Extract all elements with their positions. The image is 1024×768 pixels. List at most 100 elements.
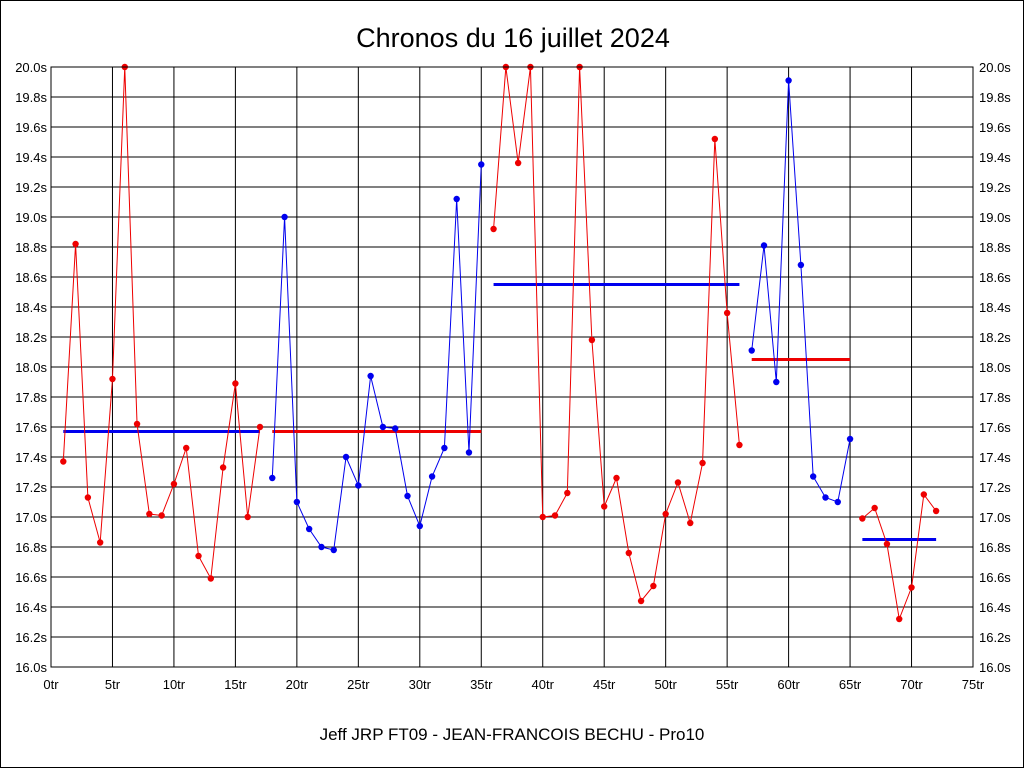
data-point — [330, 546, 337, 554]
data-point — [601, 503, 608, 510]
data-point — [773, 378, 780, 386]
x-tick-label: 60tr — [777, 677, 800, 692]
data-point — [318, 543, 325, 551]
x-tick-label: 20tr — [286, 677, 309, 692]
y-tick-label-left: 17.4s — [15, 450, 47, 465]
x-tick-label: 0tr — [43, 677, 59, 692]
data-point — [392, 425, 399, 432]
y-tick-label-left: 20.0s — [15, 60, 47, 75]
data-point — [723, 309, 731, 317]
y-tick-label-left: 18.4s — [15, 300, 47, 315]
y-tick-label-right: 16.2s — [979, 630, 1011, 645]
y-tick-label-right: 19.6s — [979, 120, 1011, 135]
data-point — [146, 510, 153, 518]
x-tick-label: 65tr — [839, 677, 862, 692]
data-point — [896, 615, 903, 623]
data-point — [183, 444, 190, 452]
data-point — [293, 498, 301, 506]
y-tick-label-right: 18.4s — [979, 300, 1011, 315]
data-point — [650, 582, 657, 590]
y-tick-label-right: 18.6s — [979, 270, 1011, 285]
data-point — [96, 539, 104, 546]
data-point — [834, 498, 841, 506]
data-point — [920, 491, 928, 498]
y-tick-label-left: 18.8s — [15, 240, 47, 255]
chart-title: Chronos du 16 juillet 2024 — [356, 23, 670, 53]
data-point — [736, 441, 743, 449]
data-point — [711, 135, 719, 143]
y-tick-label-left: 16.8s — [15, 540, 47, 555]
data-point — [465, 449, 473, 456]
data-point — [379, 423, 387, 431]
y-tick-label-left: 17.0s — [15, 510, 47, 525]
data-point — [428, 473, 436, 480]
y-tick-label-left: 19.4s — [15, 150, 47, 165]
y-tick-label-left: 19.2s — [15, 180, 47, 195]
y-tick-label-right: 16.8s — [979, 540, 1011, 555]
data-point — [60, 458, 67, 465]
data-point — [564, 489, 571, 497]
data-point — [822, 494, 829, 501]
data-point — [551, 512, 559, 519]
y-tick-label-left: 17.8s — [15, 390, 47, 405]
data-point — [367, 372, 374, 380]
data-point — [588, 336, 596, 344]
data-point — [613, 474, 620, 482]
x-tick-label: 35tr — [470, 677, 493, 692]
y-tick-label-left: 16.4s — [15, 600, 47, 615]
data-point — [244, 513, 251, 521]
y-tick-label-left: 18.2s — [15, 330, 47, 345]
x-tick-label: 5tr — [105, 677, 121, 692]
data-point — [281, 213, 288, 221]
x-tick-label: 25tr — [347, 677, 370, 692]
y-tick-label-left: 19.8s — [15, 90, 47, 105]
data-point — [269, 474, 276, 482]
y-tick-label-left: 17.2s — [15, 480, 47, 495]
y-tick-label-right: 16.4s — [979, 600, 1011, 615]
data-point — [416, 522, 423, 530]
y-tick-label-left: 16.0s — [15, 660, 47, 675]
data-point — [441, 444, 448, 452]
x-tick-label: 70tr — [900, 677, 923, 692]
x-tick-label: 40tr — [532, 677, 555, 692]
series-line-blue — [271, 164, 482, 551]
data-point — [490, 225, 497, 233]
data-point — [846, 435, 854, 443]
data-point — [785, 77, 792, 84]
data-point — [662, 510, 669, 518]
y-tick-label-right: 18.8s — [979, 240, 1011, 255]
x-tick-label: 10tr — [163, 677, 186, 692]
data-point — [256, 423, 264, 431]
y-tick-label-left: 19.0s — [15, 210, 47, 225]
y-tick-label-left: 19.6s — [15, 120, 47, 135]
x-tick-label: 75tr — [962, 677, 985, 692]
y-tick-label-right: 17.0s — [979, 510, 1011, 525]
data-point — [760, 242, 768, 249]
data-point — [109, 375, 116, 383]
y-tick-label-right: 19.8s — [979, 90, 1011, 105]
series-line-red — [493, 66, 740, 603]
data-point — [342, 453, 350, 461]
series-line-blue — [751, 80, 851, 503]
x-tick-label: 55tr — [716, 677, 739, 692]
y-tick-label-right: 19.4s — [979, 150, 1011, 165]
y-tick-label-right: 17.6s — [979, 420, 1011, 435]
data-point — [539, 513, 546, 521]
x-tick-label: 15tr — [224, 677, 247, 692]
data-point — [195, 552, 202, 560]
series-line-red — [862, 493, 937, 621]
data-point — [625, 549, 632, 557]
y-tick-label-right: 19.0s — [979, 210, 1011, 225]
data-point — [207, 575, 215, 582]
data-point — [871, 504, 878, 512]
y-tick-label-left: 18.6s — [15, 270, 47, 285]
data-point — [859, 515, 866, 522]
data-point — [748, 347, 755, 354]
y-tick-label-right: 19.2s — [979, 180, 1011, 195]
average-lines — [63, 283, 937, 541]
data-point — [687, 519, 694, 527]
series-lines — [60, 63, 940, 623]
y-tick-label-left: 16.2s — [15, 630, 47, 645]
data-point — [232, 380, 239, 387]
